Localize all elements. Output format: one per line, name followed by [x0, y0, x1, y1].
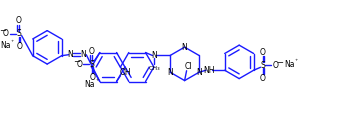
Text: ⁺: ⁺ [95, 79, 98, 84]
Text: S: S [260, 61, 265, 70]
Text: O: O [272, 61, 278, 70]
Text: O: O [3, 29, 9, 38]
Text: N: N [182, 43, 188, 52]
Text: OH: OH [120, 68, 131, 77]
Text: Na: Na [85, 80, 95, 89]
Text: ⁺: ⁺ [10, 40, 13, 45]
Text: N: N [80, 50, 86, 59]
Text: S: S [89, 60, 94, 69]
Text: −: − [276, 58, 283, 67]
Text: O: O [260, 48, 266, 57]
Text: NH: NH [203, 66, 215, 75]
Text: CH₃: CH₃ [149, 66, 160, 71]
Text: S: S [16, 29, 21, 38]
Text: O: O [88, 47, 94, 56]
Text: N: N [68, 50, 73, 59]
Text: ⁺: ⁺ [294, 59, 298, 64]
Text: N: N [167, 68, 173, 77]
Text: N: N [151, 51, 157, 60]
Text: Cl: Cl [185, 62, 192, 71]
Text: O: O [15, 16, 21, 25]
Text: O: O [16, 42, 22, 51]
Text: O: O [260, 74, 266, 83]
Text: −: − [0, 26, 6, 35]
Text: −: − [73, 57, 80, 66]
Text: Na: Na [1, 41, 11, 50]
Text: Na: Na [284, 60, 294, 69]
Text: O: O [76, 60, 82, 69]
Text: N: N [196, 68, 202, 77]
Text: O: O [89, 73, 95, 82]
